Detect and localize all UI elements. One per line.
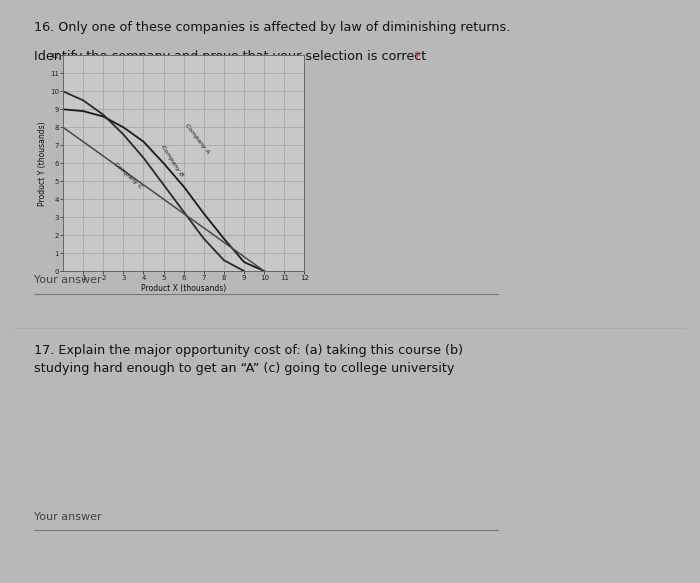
Text: Company C: Company C [113, 161, 144, 190]
Text: *: * [414, 50, 420, 64]
Y-axis label: Product Y (thousands): Product Y (thousands) [38, 121, 47, 206]
Text: Your answer: Your answer [34, 275, 102, 285]
Text: Your answer: Your answer [34, 512, 102, 522]
Text: Company A: Company A [183, 122, 210, 154]
Text: 16. Only one of these companies is affected by law of diminishing returns.: 16. Only one of these companies is affec… [34, 20, 510, 34]
X-axis label: Product X (thousands): Product X (thousands) [141, 284, 226, 293]
Text: Identify the company and prove that your selection is correct: Identify the company and prove that your… [34, 50, 430, 64]
Text: 17. Explain the major opportunity cost of: (a) taking this course (b)
studying h: 17. Explain the major opportunity cost o… [34, 344, 463, 375]
Text: Company B: Company B [160, 145, 183, 178]
